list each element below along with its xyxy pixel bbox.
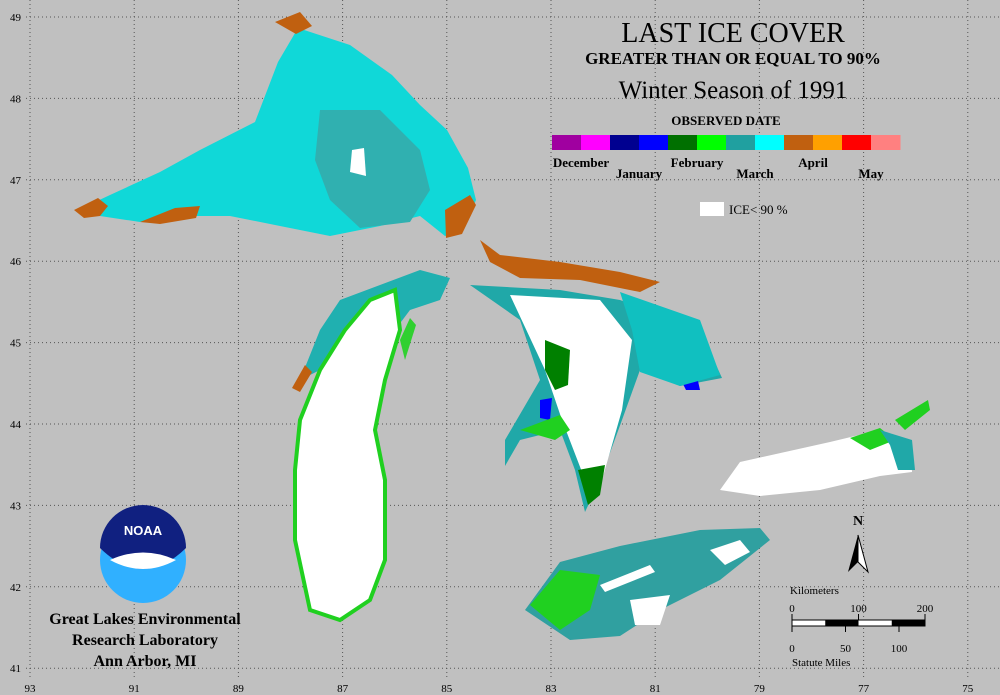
legend-swatch xyxy=(871,135,901,150)
legend-label: April xyxy=(798,155,828,170)
logo-text: NOAA xyxy=(124,523,163,538)
north-channel xyxy=(480,240,660,292)
legend: December January February March April May xyxy=(552,135,901,181)
lake-erie xyxy=(525,528,770,640)
subtitle: GREATER THAN OR EQUAL TO 90% xyxy=(585,49,881,68)
km-tick-label: 0 xyxy=(789,603,795,615)
lat-label: 45 xyxy=(10,338,22,350)
mi-tick-label: 0 xyxy=(789,643,795,655)
lake-ontario xyxy=(720,400,930,496)
lat-label: 49 xyxy=(10,12,22,24)
lon-label: 87 xyxy=(337,683,349,695)
ice-label: ICE< 90 % xyxy=(729,202,788,217)
lat-label: 46 xyxy=(10,256,22,268)
scale-bar-segment xyxy=(825,620,859,626)
legend-label: March xyxy=(736,166,774,181)
mi-tick-label: 100 xyxy=(891,643,908,655)
lon-label: 85 xyxy=(441,683,453,695)
legend-swatch xyxy=(697,135,727,150)
lake-huron xyxy=(470,285,722,512)
legend-label: February xyxy=(671,155,724,170)
lat-label: 48 xyxy=(10,93,22,105)
lat-label: 43 xyxy=(10,500,22,512)
lon-label: 91 xyxy=(129,683,140,695)
legend-swatch xyxy=(842,135,872,150)
lat-label: 41 xyxy=(10,663,21,675)
lat-label: 47 xyxy=(10,175,22,187)
lon-label: 83 xyxy=(546,683,558,695)
lon-label: 93 xyxy=(25,683,37,695)
legend-label: January xyxy=(616,166,663,181)
legend-swatch xyxy=(668,135,698,150)
lat-label: 42 xyxy=(10,582,21,594)
north-arrow xyxy=(857,534,869,574)
lon-label: 79 xyxy=(754,683,766,695)
noaa-logo: NOAA xyxy=(100,505,186,603)
north-arrow xyxy=(848,535,858,572)
km-tick-label: 100 xyxy=(850,603,867,615)
lon-label: 89 xyxy=(233,683,245,695)
north-label: N xyxy=(853,514,863,529)
lon-label: 77 xyxy=(858,683,870,695)
legend-label: December xyxy=(553,155,610,170)
lake-superior xyxy=(74,12,476,238)
scale-bar: 0 100 200 0 50 100 xyxy=(789,603,934,655)
legend-swatch xyxy=(639,135,669,150)
season: Winter Season of 1991 xyxy=(619,77,848,104)
km-tick-label: 200 xyxy=(917,603,934,615)
legend-swatch xyxy=(552,135,582,150)
lon-label: 75 xyxy=(962,683,974,695)
lake-michigan xyxy=(292,270,450,623)
legend-swatch xyxy=(610,135,640,150)
credit-line: Ann Arbor, MI xyxy=(94,653,197,670)
ice-swatch xyxy=(700,202,724,216)
legend-swatch xyxy=(726,135,756,150)
mi-label: Statute Miles xyxy=(792,657,850,669)
legend-swatch xyxy=(755,135,785,150)
credit-line: Great Lakes Environmental xyxy=(49,611,241,628)
title: LAST ICE COVER xyxy=(621,18,845,49)
mi-tick-label: 50 xyxy=(840,643,852,655)
scale-bar-segment xyxy=(891,620,925,626)
credit: Great Lakes Environmental Research Labora… xyxy=(49,611,241,670)
legend-swatch xyxy=(784,135,814,150)
legend-label: May xyxy=(858,166,884,181)
legend-heading: OBSERVED DATE xyxy=(671,113,780,128)
km-label: Kilometers xyxy=(790,585,839,597)
lat-label: 44 xyxy=(10,419,22,431)
lon-label: 81 xyxy=(650,683,661,695)
legend-swatch xyxy=(581,135,611,150)
legend-swatch xyxy=(813,135,843,150)
credit-line: Research Laboratory xyxy=(72,632,218,649)
